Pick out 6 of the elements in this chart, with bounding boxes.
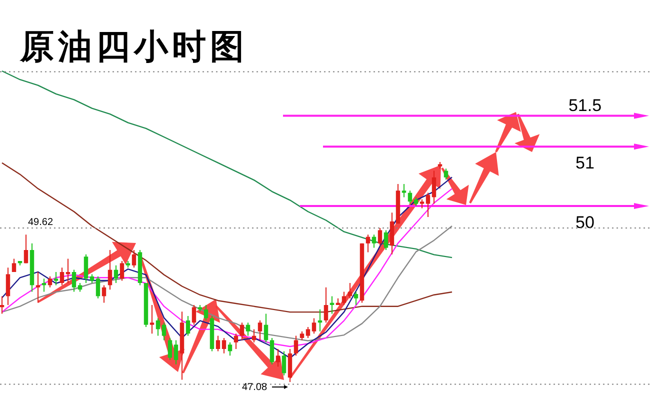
annotation: 49.62 (28, 217, 54, 228)
annotation: 50 (576, 213, 594, 232)
annotation: 47.08 (242, 382, 268, 393)
annotation: 51 (576, 154, 594, 173)
title: 原油四小时图 (20, 27, 248, 67)
annotation: 51.5 (568, 96, 602, 115)
